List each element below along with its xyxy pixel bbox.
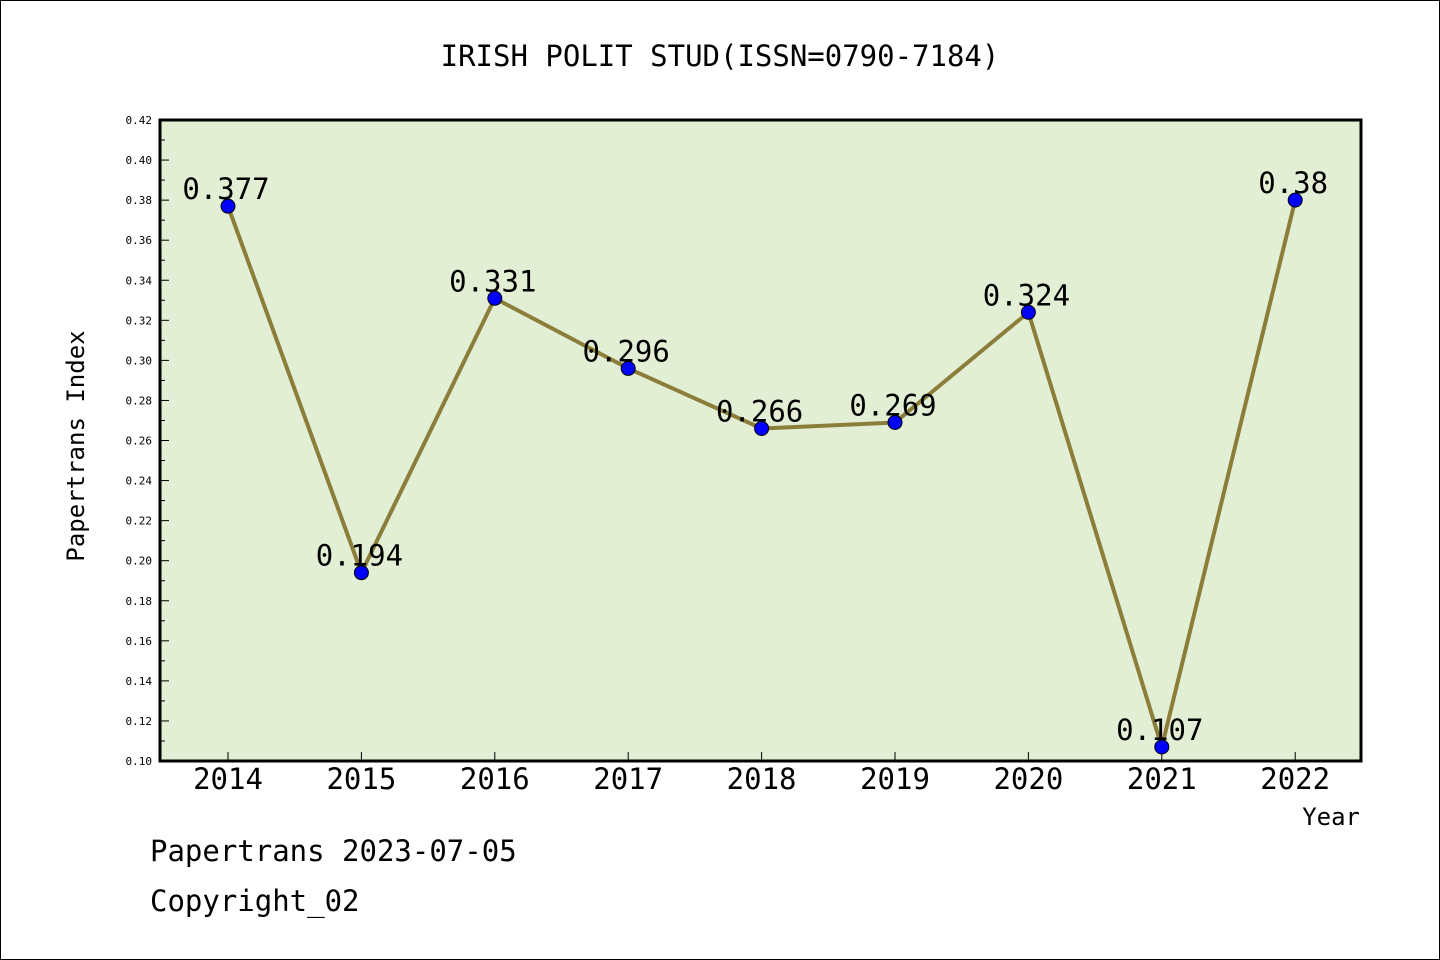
y-tick-label: 0.24: [126, 475, 153, 488]
data-point-marker: [1020, 304, 1036, 320]
y-tick-label: 0.10: [126, 755, 153, 768]
y-tick-label: 0.42: [126, 114, 153, 127]
data-label: 0.269: [849, 388, 936, 422]
y-tick-label: 0.14: [126, 675, 153, 688]
y-tick-label: 0.18: [126, 595, 153, 608]
data-point-marker: [353, 565, 369, 581]
data-label: 0.194: [316, 539, 403, 573]
data-label: 0.107: [1116, 713, 1203, 747]
chart-title: IRISH POLIT STUD(ISSN=0790-7184): [441, 39, 1000, 73]
x-tick-label: 2019: [860, 762, 930, 796]
y-tick-label: 0.34: [126, 274, 153, 287]
x-tick-label: 2022: [1260, 762, 1330, 796]
data-point-marker: [887, 414, 903, 430]
data-label: 0.377: [182, 172, 269, 206]
y-tick-label: 0.30: [126, 354, 153, 367]
y-axis-label: Papertrans Index: [62, 330, 90, 561]
x-axis-label: Year: [1302, 803, 1360, 831]
data-point-marker: [754, 420, 770, 436]
data-label: 0.324: [983, 278, 1070, 312]
x-tick-label: 2016: [460, 762, 530, 796]
y-tick-label: 0.26: [126, 435, 153, 448]
plot-area: [158, 118, 1363, 763]
y-tick-label: 0.36: [126, 234, 153, 247]
data-point-marker: [1154, 739, 1170, 755]
y-tick-label: 0.38: [126, 194, 153, 207]
y-tick-label: 0.28: [126, 394, 153, 407]
y-tick-label: 0.20: [126, 555, 153, 568]
series-group: 0.377 0.194 0.331 0.296 0.266 0.269 0.324 0.107…: [182, 166, 1328, 755]
y-axis: 0.10 0.12 0.14 0.16 0.18 0.20 0.22 0.24 0.26 0.28…: [126, 114, 169, 768]
data-label: 0.331: [449, 264, 536, 298]
data-label: 0.266: [716, 394, 803, 428]
x-tick-label: 2020: [993, 762, 1063, 796]
x-tick-label: 2018: [727, 762, 797, 796]
source-date-text: Papertrans 2023-07-05: [150, 834, 517, 868]
data-point-marker: [620, 360, 636, 376]
data-label: 0.38: [1258, 166, 1328, 200]
x-tick-label: 2015: [326, 762, 396, 796]
x-tick-label: 2017: [593, 762, 663, 796]
data-point-marker: [487, 290, 503, 306]
data-point-marker: [1287, 192, 1303, 208]
data-label: 0.296: [583, 334, 670, 368]
y-tick-label: 0.16: [126, 635, 153, 648]
y-tick-label: 0.22: [126, 515, 153, 528]
copyright-text: Copyright_02: [150, 884, 360, 918]
data-point-marker: [220, 198, 236, 214]
x-axis: 2014 2015 2016 2017 2018 2019 2020 2021 2022: [193, 752, 1330, 796]
y-tick-label: 0.12: [126, 715, 153, 728]
x-tick-label: 2014: [193, 762, 263, 796]
x-tick-label: 2021: [1127, 762, 1197, 796]
y-tick-label: 0.40: [126, 154, 153, 167]
y-tick-label: 0.32: [126, 314, 153, 327]
